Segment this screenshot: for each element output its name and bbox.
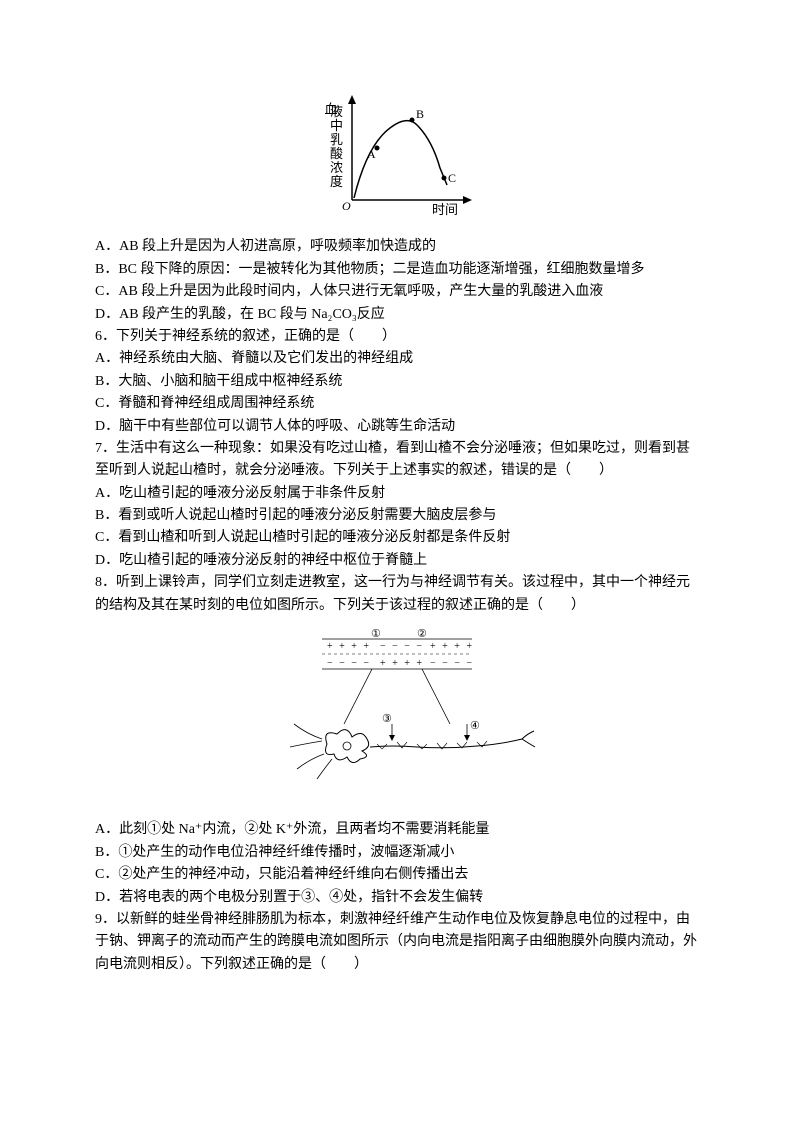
svg-text:− − − −: − − − − <box>430 658 474 669</box>
svg-text:中: 中 <box>330 118 343 133</box>
q8-option-d: D．若将电表的两个电极分别置于③、④处，指针不会发生偏转 <box>95 887 699 909</box>
q7-stem: 7．生活中有这么一种现象：如果没有吃过山楂，看到山楂不会分泌唾液；但如果吃过，则… <box>95 438 699 483</box>
xlabel: 时间 <box>432 202 458 217</box>
q8-option-c: C．②处产生的神经冲动，只能沿着神经纤维向右侧传播出去 <box>95 864 699 886</box>
label-2: ② <box>417 629 427 640</box>
svg-text:− − − −: − − − − <box>327 658 371 669</box>
chart-svg: A B C O 时间 血 液 中 乳 酸 浓 度 <box>312 90 482 220</box>
q8-option-b: B．①处产生的动作电位沿神经纤维传播时，波幅逐渐减小 <box>95 842 699 864</box>
label-4: ④ <box>470 720 480 732</box>
svg-text:+ + + +: + + + + <box>430 641 474 652</box>
potential-diagram: + + + + − − − − − − − − + + + + + + + + … <box>322 629 474 724</box>
neuron-svg: + + + + − − − − − − − − + + + + + + + + … <box>252 629 542 799</box>
q6-stem: 6．下列关于神经系统的叙述，正确的是（ ） <box>95 326 699 348</box>
q5-option-a: A．AB 段上升是因为人初进高原，呼吸频率加快造成的 <box>95 236 699 258</box>
q6-option-d: D．脑干中有些部位可以调节人体的呼吸、心跳等生命活动 <box>95 416 699 438</box>
q7-option-a: A．吃山楂引起的唾液分泌反射属于非条件反射 <box>95 483 699 505</box>
neuron-diagram: + + + + − − − − − − − − + + + + + + + + … <box>95 629 699 807</box>
label-1: ① <box>371 629 381 640</box>
svg-text:浓: 浓 <box>330 160 343 175</box>
q5-option-c: C．AB 段上升是因为此段时间内，人体只进行无氧呼吸，产生大量的乳酸进入血液 <box>95 281 699 303</box>
svg-text:− − − −: − − − − <box>380 641 424 652</box>
origin-label: O <box>342 199 351 213</box>
q6-option-a: A．神经系统由大脑、脊髓以及它们发出的神经组成 <box>95 348 699 370</box>
label-3: ③ <box>382 713 392 725</box>
q6-option-b: B．大脑、小脑和脑干组成中枢神经系统 <box>95 371 699 393</box>
q8-option-a: A．此刻①处 Na⁺内流，②处 K⁺外流，且两者均不需要消耗能量 <box>95 819 699 841</box>
q5-option-d: D．AB 段产生的乳酸，在 BC 段与 Na₂CO₃反应 <box>95 304 699 326</box>
svg-text:酸: 酸 <box>330 146 343 161</box>
svg-text:+ + + +: + + + + <box>327 641 371 652</box>
svg-text:乳: 乳 <box>330 132 343 147</box>
q7-option-b: B．看到或听人说起山楂时引起的唾液分泌反射需要大脑皮层参与 <box>95 505 699 527</box>
point-c-label: C <box>448 171 456 185</box>
lactic-acid-chart: A B C O 时间 血 液 中 乳 酸 浓 度 <box>95 90 699 228</box>
svg-text:液: 液 <box>330 104 343 119</box>
q9-stem: 9．以新鲜的蛙坐骨神经腓肠肌为标本，刺激神经纤维产生动作电位及恢复静息电位的过程… <box>95 909 699 976</box>
q7-option-d: D．吃山楂引起的唾液分泌反射的神经中枢位于脊髓上 <box>95 550 699 572</box>
point-a-label: A <box>367 147 376 161</box>
page-content: A B C O 时间 血 液 中 乳 酸 浓 度 A．AB 段上升是因为人初进高… <box>0 0 794 1016</box>
q6-option-c: C．脊髓和脊神经组成周围神经系统 <box>95 393 699 415</box>
svg-text:度: 度 <box>330 174 343 189</box>
neuron-body: ③ ④ <box>290 713 535 779</box>
q7-option-c: C．看到山楂和听到人说起山楂时引起的唾液分泌反射都是条件反射 <box>95 527 699 549</box>
q8-stem: 8．听到上课铃声，同学们立刻走进教室，这一行为与神经调节有关。该过程中，其中一个… <box>95 572 699 617</box>
point-b-label: B <box>416 107 424 121</box>
q5-option-b: B．BC 段下降的原因：一是被转化为其他物质；二是造血功能逐渐增强，红细胞数量增… <box>95 259 699 281</box>
svg-text:+ + + +: + + + + <box>380 658 424 669</box>
